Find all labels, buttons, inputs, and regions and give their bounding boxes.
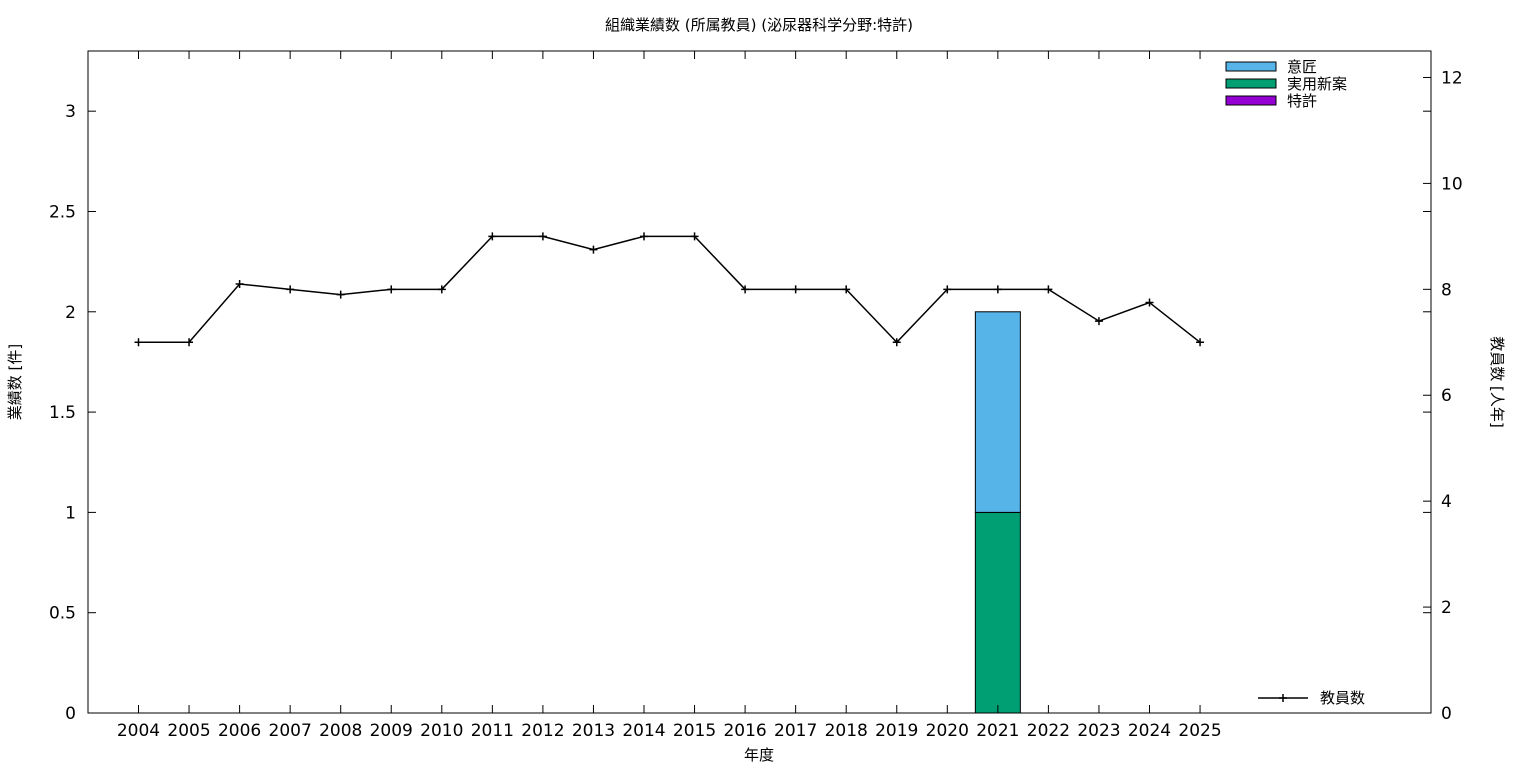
- line-point-2017: [791, 285, 800, 294]
- y2-axis-label: 教員数 [人年]: [1488, 336, 1506, 427]
- line-point-2012: [538, 232, 547, 241]
- legend-label: 意匠: [1287, 58, 1317, 76]
- x-tick-label: 2004: [117, 721, 160, 741]
- y2-tick-label: 2: [1441, 598, 1452, 618]
- x-tick-label: 2025: [1178, 721, 1221, 741]
- x-tick-label: 2006: [218, 721, 261, 741]
- y-tick-label: 2: [65, 303, 76, 323]
- x-tick-label: 2016: [723, 721, 766, 741]
- line-point-2008: [336, 290, 345, 299]
- line-series: [138, 235, 1201, 344]
- line-point-2004: [134, 338, 143, 347]
- y-tick-label: 1: [65, 503, 76, 523]
- line-point-2020: [943, 285, 952, 294]
- x-tick-label: 2020: [926, 721, 969, 741]
- legend-swatch-2: [1225, 95, 1277, 106]
- line-point-2005: [185, 338, 194, 347]
- x-tick-label: 2014: [622, 721, 665, 741]
- bar-2021-series-2: [974, 311, 1021, 513]
- legend-label: 特許: [1287, 92, 1317, 110]
- line-point-2025: [1196, 338, 1205, 347]
- line-point-2014: [640, 232, 648, 241]
- x-tick-label: 2007: [269, 721, 312, 741]
- y-axis-label: 業績数 [件]: [6, 344, 24, 420]
- legend-line-label: 教員数: [1320, 689, 1365, 707]
- line-point-2019: [892, 338, 901, 347]
- x-tick-label: 2013: [572, 721, 615, 741]
- plot-frame: [87, 50, 1432, 714]
- x-tick-label: 2012: [521, 721, 564, 741]
- y2-tick-label: 6: [1441, 386, 1452, 406]
- y-tick-label: 3: [65, 102, 76, 122]
- x-tick-label: 2018: [825, 721, 868, 741]
- bar-2021-series-1: [974, 511, 1021, 714]
- x-tick-label: 2017: [774, 721, 817, 741]
- line-point-2015: [690, 232, 699, 241]
- y-tick-label: 0: [65, 704, 76, 724]
- x-tick-label: 2010: [420, 721, 463, 741]
- x-tick-label: 2005: [167, 721, 210, 741]
- x-tick-label: 2011: [471, 721, 514, 741]
- x-tick-label: 2022: [1027, 721, 1070, 741]
- legend-swatch-1: [1225, 78, 1277, 89]
- line-point-2023: [1094, 317, 1103, 326]
- x-tick-label: 2023: [1077, 721, 1120, 741]
- x-tick-label: 2008: [319, 721, 362, 741]
- line-point-2021: [993, 285, 1002, 294]
- line-point-2010: [437, 285, 446, 294]
- line-point-2006: [235, 280, 244, 289]
- x-axis-label: 年度: [744, 746, 774, 764]
- line-point-2013: [589, 245, 598, 254]
- y-tick-label: 1.5: [49, 403, 76, 423]
- line-point-2016: [741, 285, 750, 294]
- x-tick-label: 2021: [976, 721, 1019, 741]
- y2-tick-label: 4: [1441, 492, 1452, 512]
- y-tick-label: 2.5: [49, 202, 76, 222]
- y2-tick-label: 8: [1441, 280, 1452, 300]
- y-tick-label: 0.5: [49, 604, 76, 624]
- y2-tick-label: 12: [1441, 68, 1463, 88]
- x-tick-label: 2015: [673, 721, 716, 741]
- line-point-2009: [387, 285, 396, 294]
- chart-title: 組織業績数 (所属教員) (泌尿器科学分野:特許): [605, 16, 913, 34]
- line-point-2022: [1044, 285, 1053, 294]
- line-point-2018: [842, 285, 851, 294]
- x-tick-label: 2009: [370, 721, 413, 741]
- x-tick-label: 2024: [1128, 721, 1171, 741]
- line-point-2007: [286, 285, 295, 294]
- line-point-2024: [1145, 298, 1154, 307]
- line-point-2011: [488, 232, 497, 241]
- legend-swatch-0: [1225, 61, 1277, 72]
- y2-tick-label: 0: [1441, 704, 1452, 724]
- plot-area: [134, 232, 1205, 714]
- axis-ticks: 0 0.5 1 1.5 2 2.5 3 0 2 4 6 8 10 12 2004 2005 2006 2007 20…: [49, 51, 1463, 741]
- legend-label: 実用新案: [1287, 75, 1347, 93]
- x-tick-label: 2019: [875, 721, 918, 741]
- y2-tick-label: 10: [1441, 174, 1463, 194]
- legend-line-marker: [1279, 694, 1287, 702]
